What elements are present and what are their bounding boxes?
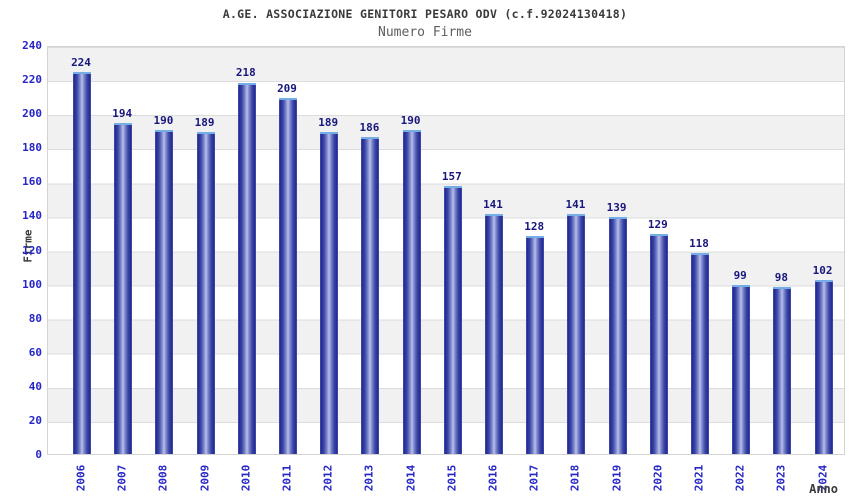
bar-value-label: 194 bbox=[112, 107, 133, 121]
bar bbox=[773, 287, 792, 454]
bar bbox=[114, 123, 133, 454]
bar-value-label: 129 bbox=[647, 218, 668, 232]
x-axis-tick-label: 2023 bbox=[774, 464, 788, 492]
x-axis-tick-label: 2011 bbox=[280, 464, 294, 492]
x-axis-tick-label: 2022 bbox=[733, 464, 747, 492]
bar-value-label: 141 bbox=[565, 197, 586, 211]
bar-value-label: 118 bbox=[689, 236, 709, 250]
bar bbox=[443, 186, 462, 454]
bar-value-label: 102 bbox=[812, 264, 833, 278]
x-axis-tick-label: 2013 bbox=[362, 464, 376, 492]
x-axis-tick-label: 2007 bbox=[115, 464, 129, 492]
y-axis-tick-label: 220 bbox=[22, 73, 42, 87]
y-axis-tick-label: 200 bbox=[22, 107, 42, 121]
bar-value-label: 98 bbox=[774, 270, 789, 284]
bar-value-label: 139 bbox=[606, 201, 627, 215]
bar bbox=[279, 97, 297, 454]
y-axis-tick-label: 160 bbox=[22, 175, 42, 189]
y-axis-tick-label: 180 bbox=[22, 141, 42, 155]
y-axis-tick-label: 140 bbox=[22, 209, 42, 223]
bar bbox=[649, 234, 668, 454]
bar bbox=[608, 217, 627, 454]
bar bbox=[402, 130, 421, 454]
y-axis-tick-label: 120 bbox=[22, 243, 42, 257]
bar bbox=[155, 130, 174, 454]
bar bbox=[73, 72, 91, 454]
bar bbox=[814, 280, 833, 454]
y-axis-tick-label: 0 bbox=[35, 448, 42, 461]
bar bbox=[196, 131, 215, 454]
x-axis-tick-label: 2018 bbox=[568, 464, 582, 492]
plot-area bbox=[47, 46, 845, 455]
x-axis-tick-label: 2020 bbox=[651, 464, 665, 492]
x-axis-title: Anno bbox=[809, 482, 838, 496]
bar bbox=[237, 82, 256, 454]
bar-value-label: 157 bbox=[441, 170, 462, 184]
x-axis-tick-label: 2010 bbox=[239, 464, 253, 492]
x-axis-tick-label: 2014 bbox=[404, 464, 418, 492]
bar-value-label: 218 bbox=[235, 66, 256, 80]
chart-subtitle: Numero Firme bbox=[378, 25, 472, 40]
y-axis-tick-label: 240 bbox=[22, 39, 42, 52]
x-axis-tick-label: 2016 bbox=[486, 464, 500, 492]
bar bbox=[320, 131, 339, 454]
bar bbox=[732, 285, 751, 454]
x-axis-tick-label: 2019 bbox=[610, 464, 624, 492]
bar bbox=[485, 213, 503, 454]
bar-value-label: 141 bbox=[483, 197, 503, 211]
y-axis-tick-label: 60 bbox=[28, 345, 42, 359]
x-axis-tick-label: 2009 bbox=[198, 464, 212, 492]
bar-value-label: 209 bbox=[277, 81, 297, 95]
x-axis-tick-label: 2006 bbox=[74, 464, 88, 492]
bar-value-label: 190 bbox=[400, 114, 421, 128]
x-axis-tick-label: 2017 bbox=[527, 464, 541, 492]
bar-value-label: 224 bbox=[71, 56, 91, 70]
bar bbox=[567, 213, 586, 454]
bar-value-label: 190 bbox=[153, 114, 174, 128]
bar-value-label: 186 bbox=[359, 121, 380, 135]
y-axis-tick-label: 20 bbox=[28, 413, 42, 427]
bar-value-label: 189 bbox=[318, 115, 339, 129]
bar bbox=[691, 252, 709, 454]
x-axis-tick-label: 2012 bbox=[321, 464, 335, 492]
bar-value-label: 128 bbox=[524, 219, 545, 233]
chart-title: A.GE. ASSOCIAZIONE GENITORI PESARO ODV (… bbox=[222, 7, 628, 21]
y-axis-tick-label: 100 bbox=[22, 277, 42, 291]
x-axis-tick-label: 2008 bbox=[156, 464, 170, 492]
bar bbox=[361, 137, 380, 454]
bar-value-label: 99 bbox=[733, 269, 747, 283]
bar bbox=[526, 235, 545, 454]
y-axis-tick-label: 40 bbox=[28, 379, 42, 393]
bar-value-label: 189 bbox=[194, 115, 215, 129]
y-axis-tick-label: 80 bbox=[28, 311, 42, 325]
x-axis-tick-label: 2015 bbox=[445, 464, 459, 492]
x-axis-tick-label: 2021 bbox=[692, 464, 706, 492]
